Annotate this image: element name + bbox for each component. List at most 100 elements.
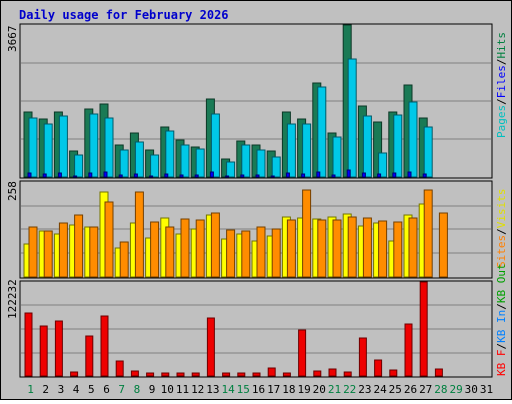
bar-kbf-18 xyxy=(282,372,291,377)
bar-kbf-27 xyxy=(419,281,428,377)
bar-pages-26 xyxy=(408,101,418,178)
bar-sites-28 xyxy=(438,212,448,278)
x-tick-label-24: 24 xyxy=(373,383,387,396)
x-tick-label-21: 21 xyxy=(328,383,341,396)
bar-sites-26 xyxy=(408,217,418,278)
bar-kbf-12 xyxy=(191,372,200,377)
legend-sep-3: / xyxy=(495,228,508,235)
bar-kbf-20 xyxy=(313,370,322,377)
bar-kbf-2 xyxy=(39,325,48,377)
bar-sites-17 xyxy=(271,228,281,278)
bar-pages-14 xyxy=(226,161,236,178)
bar-files-18 xyxy=(285,172,290,178)
bar-pages-1 xyxy=(28,117,38,178)
legend-visits: Visits xyxy=(495,189,508,229)
bar-pages-6 xyxy=(104,117,114,178)
bar-files-7 xyxy=(118,174,123,178)
bar-sites-6 xyxy=(104,201,114,278)
legend-kbin: KB In xyxy=(495,310,508,343)
bar-kbf-1 xyxy=(24,312,33,377)
bar-kbf-10 xyxy=(161,372,170,377)
bar-kbf-9 xyxy=(146,372,155,377)
bar-kbf-22 xyxy=(343,371,352,377)
x-tick-label-6: 6 xyxy=(103,383,110,396)
legend-sep-4: / xyxy=(495,343,508,350)
legend-kbout: KB Out xyxy=(495,263,508,303)
bar-pages-18 xyxy=(286,123,296,178)
bar-pages-20 xyxy=(317,86,327,178)
x-tick-label-15: 15 xyxy=(237,383,250,396)
bar-files-6 xyxy=(103,171,108,178)
legend-sep-2: / xyxy=(495,59,508,66)
legend-files: Files xyxy=(495,65,508,98)
bar-pages-7 xyxy=(119,149,129,178)
ymax-label-hits: 3667 xyxy=(6,26,19,53)
x-tick-label-14: 14 xyxy=(221,383,235,396)
bar-files-1 xyxy=(27,172,32,178)
bar-files-2 xyxy=(42,173,47,178)
bar-sites-19 xyxy=(302,189,312,278)
x-tick-label-16: 16 xyxy=(252,383,265,396)
bar-sites-4 xyxy=(74,214,84,278)
bar-files-12 xyxy=(194,174,199,178)
bar-files-3 xyxy=(57,172,62,178)
bar-kbf-24 xyxy=(374,359,383,377)
bars-layer xyxy=(23,24,448,377)
bar-pages-16 xyxy=(256,149,266,178)
bar-sites-14 xyxy=(226,229,236,278)
x-tick-label-1: 1 xyxy=(27,383,34,396)
x-tick-label-8: 8 xyxy=(134,383,141,396)
legend-kbf: KB F xyxy=(495,350,508,377)
bar-sites-12 xyxy=(195,219,205,278)
bar-files-10 xyxy=(164,173,169,178)
bar-pages-24 xyxy=(378,152,388,178)
x-tick-label-17: 17 xyxy=(267,383,280,396)
x-tick-label-30: 30 xyxy=(465,383,478,396)
bar-pages-13 xyxy=(210,113,220,178)
bar-sites-20 xyxy=(317,219,327,278)
x-tick-label-31: 31 xyxy=(480,383,493,396)
bar-kbf-8 xyxy=(130,370,139,377)
bar-kbf-19 xyxy=(298,329,307,377)
bar-kbf-26 xyxy=(404,323,413,377)
x-tick-label-18: 18 xyxy=(282,383,295,396)
legend-visits-panel: Sites/Visits xyxy=(495,189,508,269)
bar-kbf-16 xyxy=(252,372,261,377)
bar-pages-8 xyxy=(134,141,144,178)
bar-pages-2 xyxy=(43,123,53,178)
x-axis-labels: 1 2 3 4 5 6 7 8 9 10 11 12 13 14 15 16 17 18 19 20 21 22 23 24 2… xyxy=(27,383,493,396)
bar-sites-25 xyxy=(393,221,403,278)
bar-sites-7 xyxy=(119,241,129,278)
legend-hits-panel: Pages/Files/Hits xyxy=(495,32,508,138)
bar-sites-9 xyxy=(150,221,160,278)
bar-files-14 xyxy=(225,175,230,178)
bar-kbf-14 xyxy=(222,372,231,377)
x-tick-label-9: 9 xyxy=(149,383,156,396)
bar-files-17 xyxy=(270,175,275,178)
bar-sites-21 xyxy=(332,219,342,278)
bar-files-25 xyxy=(392,172,397,178)
x-tick-label-23: 23 xyxy=(358,383,371,396)
bar-files-24 xyxy=(377,173,382,178)
x-tick-label-2: 2 xyxy=(42,383,49,396)
bar-sites-11 xyxy=(180,218,190,278)
bar-kbf-7 xyxy=(115,360,124,377)
legend-sep-1: / xyxy=(495,98,508,105)
x-tick-label-10: 10 xyxy=(161,383,174,396)
bar-files-27 xyxy=(422,173,427,178)
bar-sites-18 xyxy=(286,219,296,278)
legend-sep-5: / xyxy=(495,303,508,310)
bar-pages-19 xyxy=(302,123,312,178)
bar-pages-9 xyxy=(150,154,160,178)
legend-sites: Sites xyxy=(495,235,508,268)
x-tick-label-29: 29 xyxy=(449,383,462,396)
x-tick-label-4: 4 xyxy=(73,383,80,396)
bar-kbf-17 xyxy=(267,367,276,377)
bar-kbf-21 xyxy=(328,368,337,377)
bar-sites-13 xyxy=(210,212,220,278)
x-tick-label-25: 25 xyxy=(389,383,402,396)
bar-files-26 xyxy=(407,171,412,178)
bar-sites-15 xyxy=(241,230,251,278)
ymax-label-visits: 258 xyxy=(6,181,19,201)
